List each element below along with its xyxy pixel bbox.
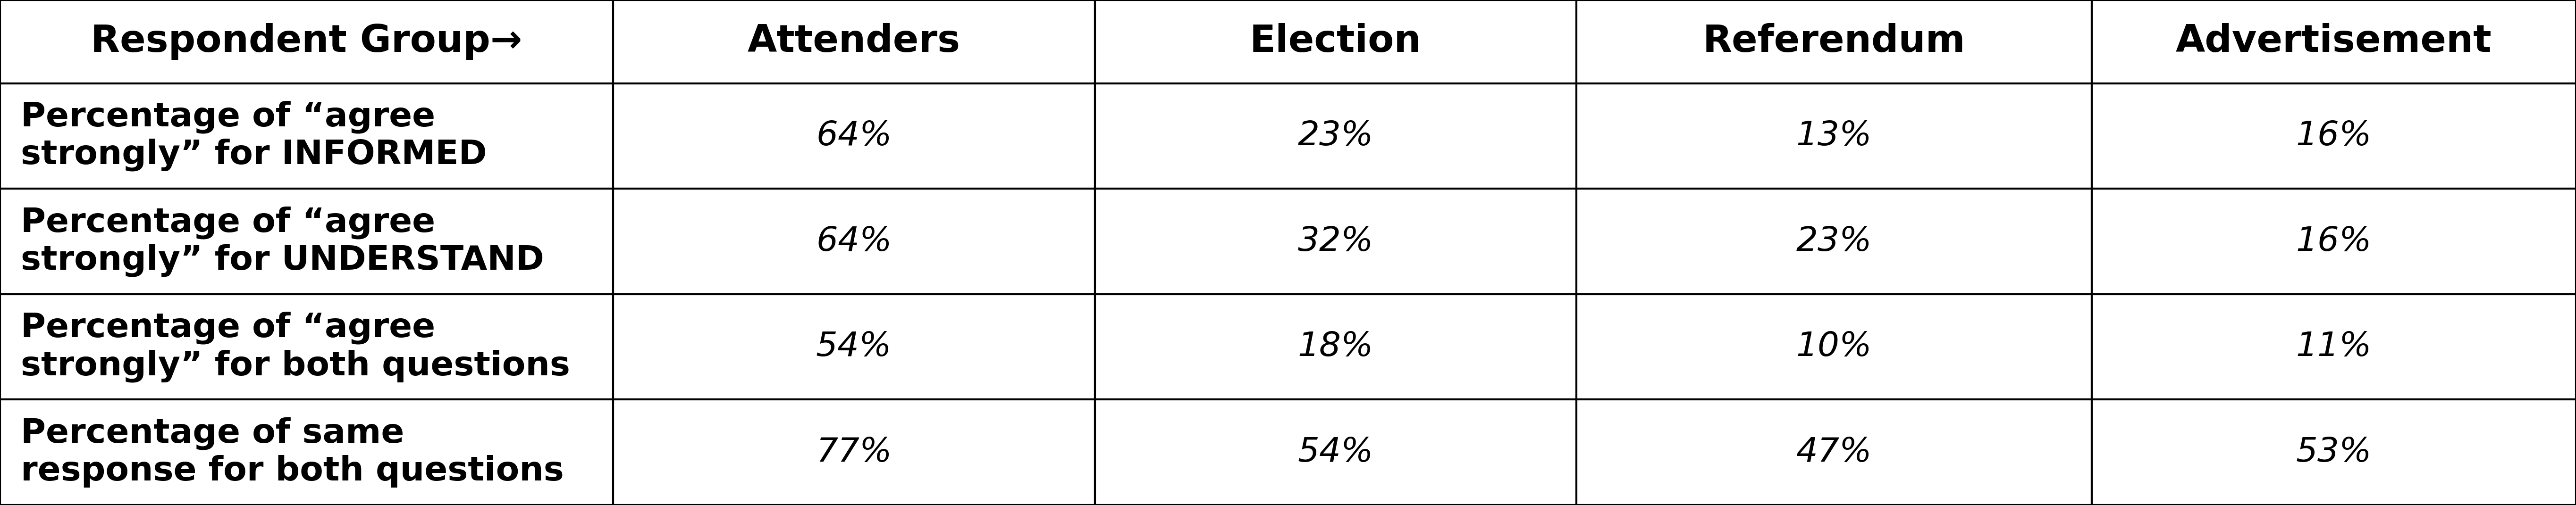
Text: 11%: 11%	[2295, 331, 2372, 363]
Text: Advertisement: Advertisement	[2177, 23, 2491, 60]
Bar	[2092, 189, 2576, 294]
Bar	[1577, 189, 2092, 294]
Bar	[0, 294, 613, 399]
Text: Referendum: Referendum	[1703, 23, 1965, 60]
Bar	[0, 83, 613, 189]
Bar	[2092, 294, 2576, 399]
Text: 54%: 54%	[817, 331, 891, 363]
Text: Percentage of “agree
strongly” for both questions: Percentage of “agree strongly” for both …	[21, 312, 569, 382]
Bar	[0, 189, 613, 294]
Bar	[1095, 294, 1577, 399]
Text: 16%: 16%	[2295, 120, 2372, 153]
Text: 64%: 64%	[817, 120, 891, 153]
Text: 54%: 54%	[1298, 436, 1373, 469]
Text: 32%: 32%	[1298, 225, 1373, 258]
Text: 13%: 13%	[1795, 120, 1873, 153]
Bar	[2092, 83, 2576, 189]
Bar	[1577, 0, 2092, 83]
Text: 47%: 47%	[1795, 436, 1873, 469]
Bar	[1577, 294, 2092, 399]
Bar	[2092, 399, 2576, 505]
Text: 18%: 18%	[1298, 331, 1373, 363]
Bar	[613, 294, 1095, 399]
Bar	[1095, 83, 1577, 189]
Bar	[1095, 399, 1577, 505]
Text: Percentage of “agree
strongly” for UNDERSTAND: Percentage of “agree strongly” for UNDER…	[21, 206, 544, 277]
Text: 23%: 23%	[1298, 120, 1373, 153]
Text: Respondent Group→: Respondent Group→	[90, 23, 523, 60]
Bar	[1577, 399, 2092, 505]
Bar	[613, 0, 1095, 83]
Text: 23%: 23%	[1795, 225, 1873, 258]
Bar	[0, 399, 613, 505]
Bar	[613, 399, 1095, 505]
Bar	[0, 0, 613, 83]
Bar	[2092, 0, 2576, 83]
Text: 77%: 77%	[817, 436, 891, 469]
Bar	[1577, 83, 2092, 189]
Text: Percentage of “agree
strongly” for INFORMED: Percentage of “agree strongly” for INFOR…	[21, 100, 487, 171]
Text: 16%: 16%	[2295, 225, 2372, 258]
Text: 53%: 53%	[2295, 436, 2372, 469]
Text: Percentage of same
response for both questions: Percentage of same response for both que…	[21, 417, 564, 487]
Text: Attenders: Attenders	[747, 23, 961, 60]
Bar	[1095, 0, 1577, 83]
Text: 64%: 64%	[817, 225, 891, 258]
Bar	[613, 189, 1095, 294]
Bar	[1095, 189, 1577, 294]
Text: Election: Election	[1249, 23, 1422, 60]
Bar	[613, 83, 1095, 189]
Text: 10%: 10%	[1795, 331, 1873, 363]
